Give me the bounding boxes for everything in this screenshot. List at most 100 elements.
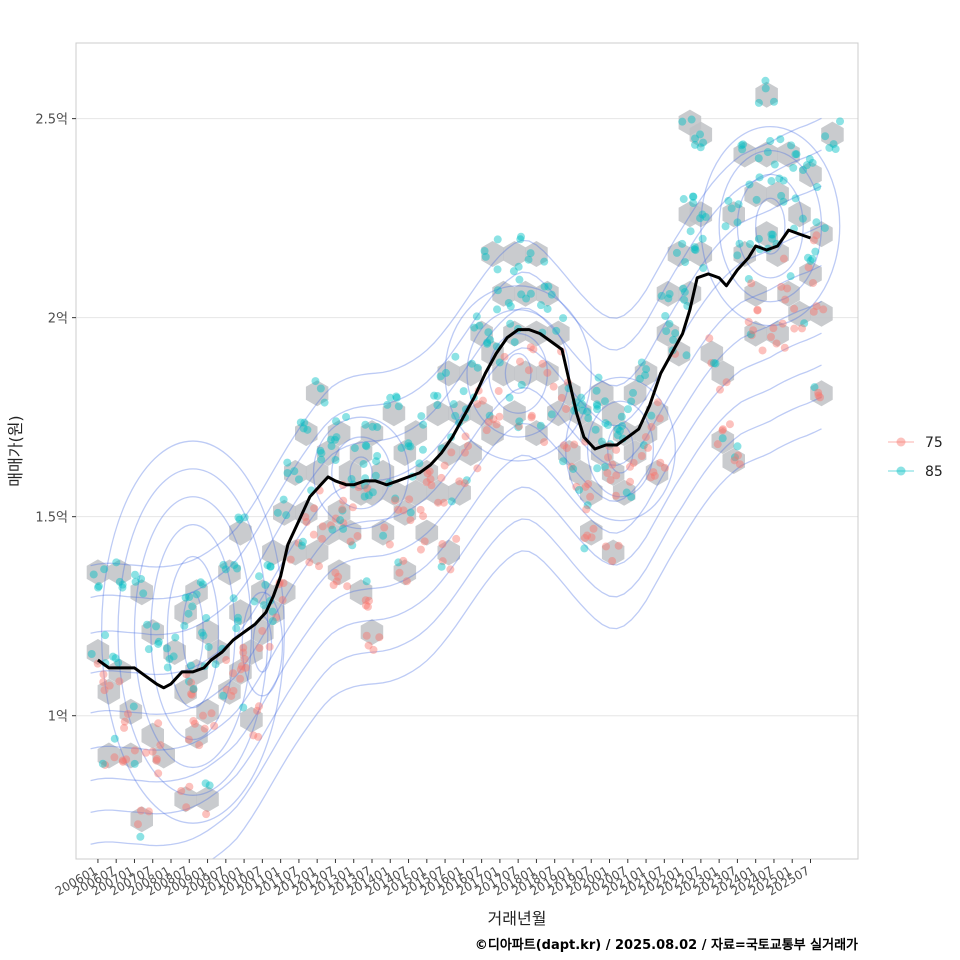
scatter-point (362, 631, 371, 640)
hexbin-cell (327, 559, 351, 586)
scatter-point (721, 222, 730, 231)
hexbin-cell (327, 420, 351, 447)
scatter-point (240, 513, 249, 522)
scatter-point (326, 435, 335, 444)
scatter-point (790, 304, 799, 313)
scatter-point (772, 339, 781, 348)
scatter-point (434, 498, 443, 507)
scatter-point (268, 607, 277, 616)
scatter-point (786, 272, 795, 281)
scatter-point (233, 564, 242, 573)
scatter-point (594, 373, 603, 382)
scatter-point (318, 534, 327, 543)
scatter-point (570, 440, 579, 449)
scatter-point (165, 655, 174, 664)
scatter-point (338, 505, 347, 514)
scatter-point (259, 601, 268, 610)
scatter-point (451, 352, 460, 361)
scatter-point (373, 451, 382, 460)
hexbin-cell (415, 519, 439, 546)
scatter-point (536, 301, 545, 310)
scatter-point (294, 538, 303, 547)
scatter-point (737, 141, 746, 150)
scatter-point (137, 574, 146, 583)
hexbin-cell (305, 459, 329, 486)
density-contour-ring (444, 285, 592, 462)
density-contour-ring (133, 496, 253, 769)
scatter-point (404, 439, 413, 448)
scatter-point (718, 434, 727, 443)
scatter-point (526, 289, 535, 298)
scatter-point (437, 562, 446, 571)
hexbin-cell (810, 221, 833, 248)
hexbin-cell (777, 141, 800, 168)
scatter-point (612, 445, 621, 454)
scatter-point (202, 810, 211, 819)
scatter-point (392, 393, 401, 402)
scatter-point (622, 488, 631, 497)
scatter-point (790, 324, 799, 333)
scatter-point (360, 492, 369, 501)
scatter-point (446, 565, 455, 574)
scatter-point (455, 477, 464, 486)
scatter-point (809, 307, 818, 316)
scatter-point (611, 491, 620, 500)
scatter-point (185, 782, 194, 791)
scatter-point (210, 721, 219, 730)
hexbin-cell (470, 320, 493, 347)
scatter-point (769, 97, 778, 106)
scatter-point (766, 137, 775, 146)
hexbin-cell (634, 360, 658, 387)
scatter-point (580, 544, 589, 553)
scatter-point (604, 453, 613, 462)
hexbin-cell (656, 280, 680, 307)
scatter-point (814, 391, 823, 400)
scatter-point (348, 503, 357, 512)
scatter-point (787, 141, 796, 150)
hexbin-cell (711, 360, 735, 387)
scatter-point (821, 132, 830, 141)
hexbin-cell (590, 380, 614, 407)
scatter-point (672, 248, 681, 257)
scatter-point (202, 613, 211, 622)
scatter-point (433, 392, 442, 401)
scatter-point (688, 192, 697, 201)
scatter-point (250, 597, 259, 606)
scatter-point (804, 263, 813, 272)
scatter-point (198, 628, 207, 637)
scatter-point (569, 464, 578, 473)
scatter-point (584, 414, 593, 423)
hexbin-cell (349, 579, 373, 606)
hexbin-cell (316, 519, 340, 546)
scatter-point (143, 620, 152, 629)
scatter-point (436, 372, 445, 381)
scatter-point (258, 626, 267, 635)
scatter-point (114, 658, 123, 667)
scatter-point (118, 757, 127, 766)
scatter-point (690, 243, 699, 252)
scatter-point (515, 275, 524, 284)
hexbin-cell (196, 786, 219, 813)
scatter-point (718, 426, 727, 435)
density-contour (90, 396, 822, 847)
scatter-point (154, 639, 163, 648)
scatter-point (227, 691, 236, 700)
scatter-point (725, 420, 734, 429)
scatter-point (283, 458, 292, 467)
scatter-point (440, 461, 449, 470)
scatter-point (162, 644, 171, 653)
scatter-point (682, 351, 691, 360)
scatter-point (181, 593, 190, 602)
scatter-point (603, 469, 612, 478)
scatter-point (427, 481, 436, 490)
scatter-point (222, 685, 231, 694)
scatter-point (816, 393, 825, 402)
scatter-point (470, 323, 479, 332)
hexbin-cell (722, 201, 745, 228)
scatter-point (696, 143, 705, 152)
hexbin-cell (667, 340, 691, 367)
scatter-point (133, 820, 142, 829)
hexbin-cell (623, 440, 647, 466)
scatter-point (540, 257, 549, 266)
scatter-point (383, 400, 392, 409)
